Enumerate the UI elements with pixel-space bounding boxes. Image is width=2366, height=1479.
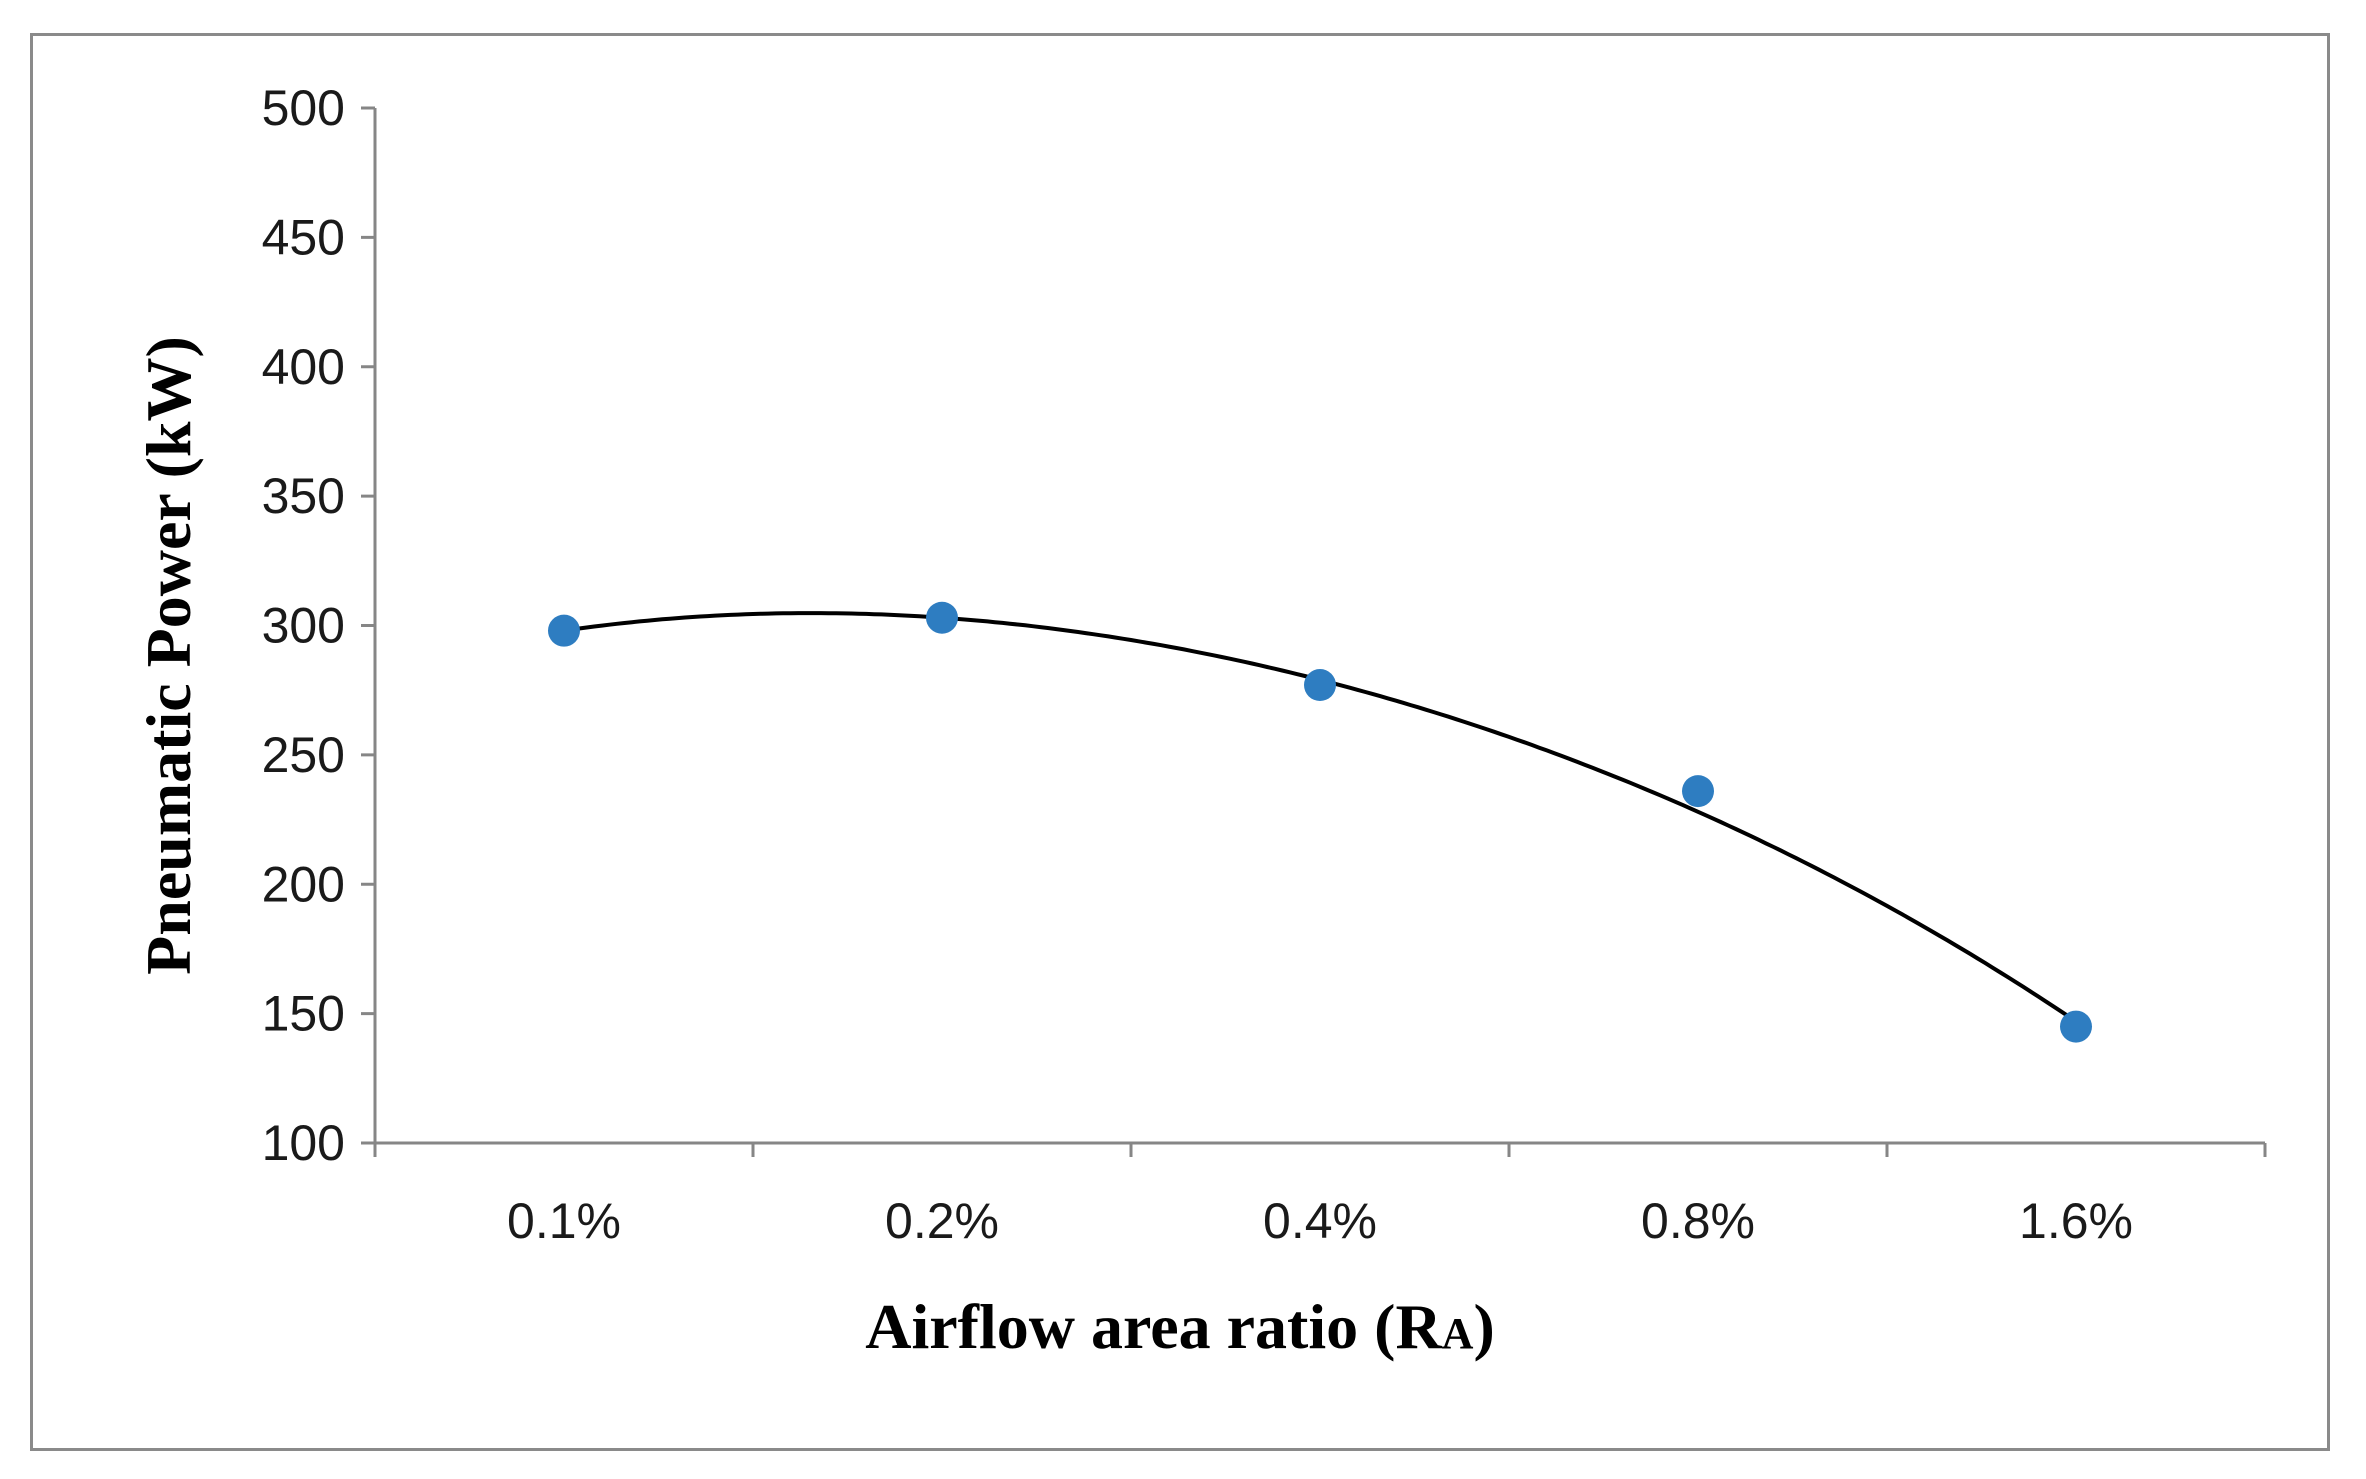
y-tick-label: 500 [262, 80, 345, 136]
y-tick-label: 100 [262, 1115, 345, 1171]
x-tick-label: 0.8% [1641, 1193, 1755, 1249]
x-tick-label: 1.6% [2019, 1193, 2133, 1249]
y-tick-label: 300 [262, 598, 345, 654]
y-tick-label: 150 [262, 986, 345, 1042]
y-tick-label: 200 [262, 856, 345, 912]
y-tick-label: 250 [262, 727, 345, 783]
x-tick-label: 0.1% [507, 1193, 621, 1249]
chart-frame [30, 33, 2330, 1451]
x-tick-label: 0.4% [1263, 1193, 1377, 1249]
data-point [2060, 1010, 2092, 1043]
x-tick-label: 0.2% [885, 1193, 999, 1249]
data-point [1304, 669, 1336, 702]
data-point [548, 614, 580, 647]
y-tick-label: 350 [262, 468, 345, 524]
data-point [926, 601, 958, 634]
data-point [1682, 775, 1714, 808]
y-tick-label: 450 [262, 209, 345, 265]
y-axis-title: Pneumatic Power (kW) [133, 336, 204, 975]
y-tick-label: 400 [262, 339, 345, 395]
x-axis-title: Airflow area ratio (RA) [865, 1291, 1495, 1362]
